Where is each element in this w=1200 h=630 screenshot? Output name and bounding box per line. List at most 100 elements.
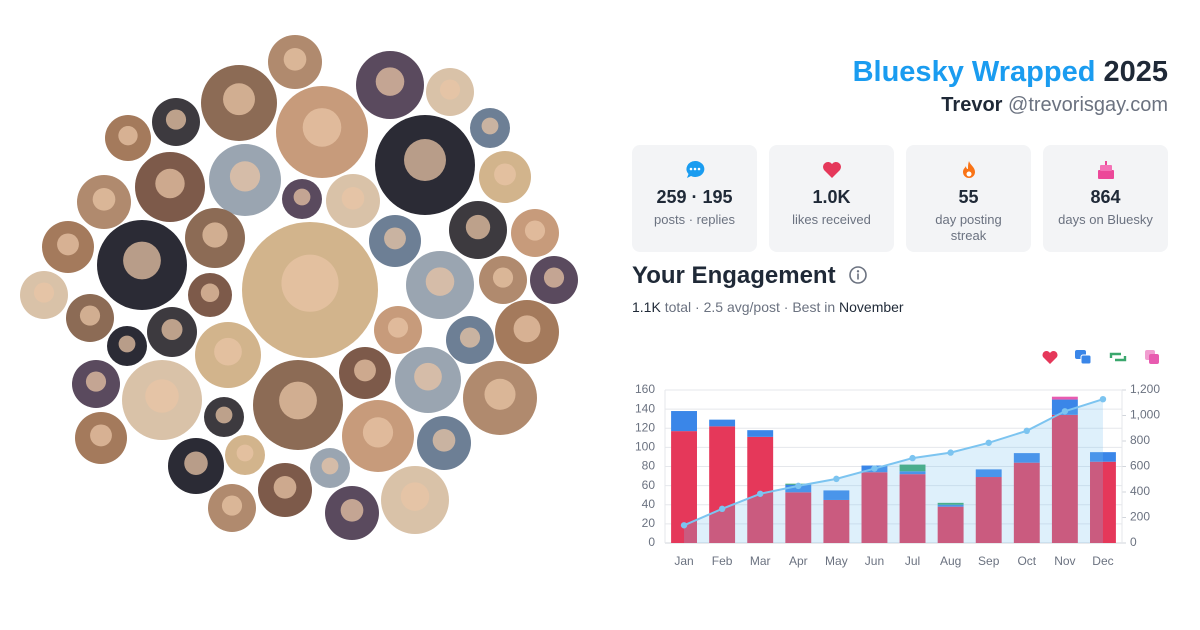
user: Trevor @trevorisgay.com — [941, 94, 1168, 117]
line-point — [757, 490, 764, 497]
avatar-face — [273, 475, 297, 499]
avatar-face — [283, 47, 307, 71]
avatar-face — [492, 267, 514, 288]
avatar-face — [200, 283, 220, 303]
avatar-face — [221, 495, 243, 516]
y-tick-label: 160 — [635, 382, 655, 396]
line-point — [680, 522, 688, 529]
x-tick-label: Jun — [865, 554, 884, 568]
y2-tick-label: 200 — [1130, 510, 1150, 524]
avatar-face — [214, 337, 242, 366]
bar-segment — [975, 477, 1002, 543]
stat-label: likes received — [792, 212, 871, 227]
stat-label: day posting streak — [935, 212, 1002, 243]
bar-segment — [1051, 399, 1078, 415]
x-tick-label: Sep — [978, 554, 1000, 568]
summary: 1.1K total · 2.5 avg/post · Best in Nove… — [632, 299, 904, 315]
avatar-face — [425, 267, 455, 296]
avatar-face — [118, 335, 136, 353]
line-point — [1099, 395, 1107, 403]
avatar-face — [387, 317, 409, 338]
avatar-face — [432, 428, 456, 452]
icon — [822, 162, 841, 178]
engagement-chart: 0 20 40 60 80 100 120 140 160 0 200 400 600 800 1,000 1… — [635, 350, 1160, 568]
y2-tick-label: 1,000 — [1130, 408, 1160, 422]
x-tick-label: Nov — [1054, 554, 1075, 568]
line-point — [985, 439, 992, 446]
line-point — [795, 482, 802, 490]
stat-value: 259 · 195 — [656, 187, 733, 207]
y-tick-label: 40 — [642, 497, 656, 511]
avatar-face — [494, 163, 516, 186]
x-tick-label: Oct — [1017, 554, 1036, 568]
avatar-face — [223, 83, 255, 116]
avatar-face — [184, 451, 208, 475]
bar-segment — [785, 492, 812, 543]
x-tick-label: Aug — [940, 554, 961, 568]
line-point — [833, 475, 840, 483]
best-month: November — [839, 299, 904, 315]
avatar-face — [165, 109, 187, 130]
bar-segment — [937, 506, 964, 543]
stat-label: posts · replies — [654, 212, 735, 227]
line-point — [871, 465, 878, 472]
stat-card: 55 day posting streak — [906, 145, 1031, 252]
year: 2025 — [1103, 56, 1168, 88]
bar-segment — [823, 490, 850, 500]
stat-value: 1.0K — [812, 187, 851, 207]
bar-segment — [747, 430, 774, 437]
avatar-face — [414, 362, 442, 391]
icon — [1097, 161, 1114, 179]
avatar-face — [57, 233, 79, 256]
bar-segment — [1090, 452, 1116, 462]
avatar-face — [484, 378, 516, 410]
title: Bluesky Wrapped — [852, 56, 1096, 88]
avatar-face — [340, 498, 364, 522]
avatar-face — [215, 406, 233, 424]
icon — [686, 160, 704, 178]
cumulative-line — [683, 398, 1104, 527]
avatar-face — [465, 214, 491, 240]
avatar-face — [92, 187, 116, 211]
y2-tick-label: 400 — [1130, 484, 1150, 498]
wrapped-title: Bluesky Wrapped 2025 — [853, 56, 1168, 89]
cumulative-area — [684, 399, 1103, 543]
legend-icon — [1149, 354, 1159, 364]
legend-icon — [1109, 352, 1127, 362]
avatar-face — [279, 381, 317, 420]
y2-tick-label: 800 — [1130, 433, 1150, 447]
bar-segment — [937, 504, 964, 507]
y2-tick-label: 600 — [1130, 459, 1150, 473]
bar-segment — [1090, 461, 1116, 543]
avatar-face — [354, 359, 376, 382]
avatar-face — [362, 417, 394, 448]
stat-card: 1.0K likes received — [769, 145, 894, 252]
avatar-face — [161, 319, 183, 340]
avatar-face — [459, 327, 481, 348]
y-tick-label: 80 — [642, 459, 656, 473]
x-tick-label: May — [825, 554, 848, 568]
bar-segment — [709, 419, 736, 427]
avatar-face — [513, 315, 541, 343]
avatar-face — [384, 227, 406, 250]
bar-segment — [1051, 396, 1078, 400]
stat-card: 864 days on Bluesky — [1043, 145, 1168, 252]
x-tick-label: Jul — [905, 554, 920, 568]
legend-icon — [1042, 350, 1058, 364]
bar-segment — [709, 426, 736, 543]
info-icon[interactable] — [848, 265, 868, 285]
y-tick-label: 0 — [648, 535, 655, 549]
x-tick-label: Mar — [750, 554, 771, 568]
avatar-face — [202, 222, 228, 248]
summary-text: total · 2.5 avg/post · Best in — [660, 299, 840, 315]
avatar-face — [229, 161, 261, 192]
x-tick-label: Jan — [674, 554, 693, 568]
avatar-face — [145, 379, 179, 413]
section-title: Your Engagement — [632, 262, 868, 290]
stat-label: days on Bluesky — [1058, 212, 1153, 227]
line-point — [1061, 408, 1069, 415]
bar-segment — [937, 502, 964, 505]
avatar-face — [481, 117, 499, 135]
bar-segment — [1051, 414, 1078, 543]
